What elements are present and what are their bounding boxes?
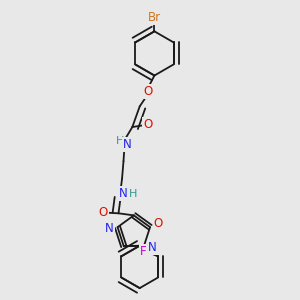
Text: O: O <box>154 217 163 230</box>
Text: H: H <box>116 136 124 146</box>
Text: N: N <box>123 138 132 151</box>
Text: Br: Br <box>148 11 161 24</box>
Text: H: H <box>129 189 137 199</box>
Text: N: N <box>105 222 114 235</box>
Text: O: O <box>143 118 152 131</box>
Text: O: O <box>99 206 108 219</box>
Text: O: O <box>143 85 153 98</box>
Text: N: N <box>148 241 157 254</box>
Text: F: F <box>140 245 147 258</box>
Text: N: N <box>119 188 128 200</box>
